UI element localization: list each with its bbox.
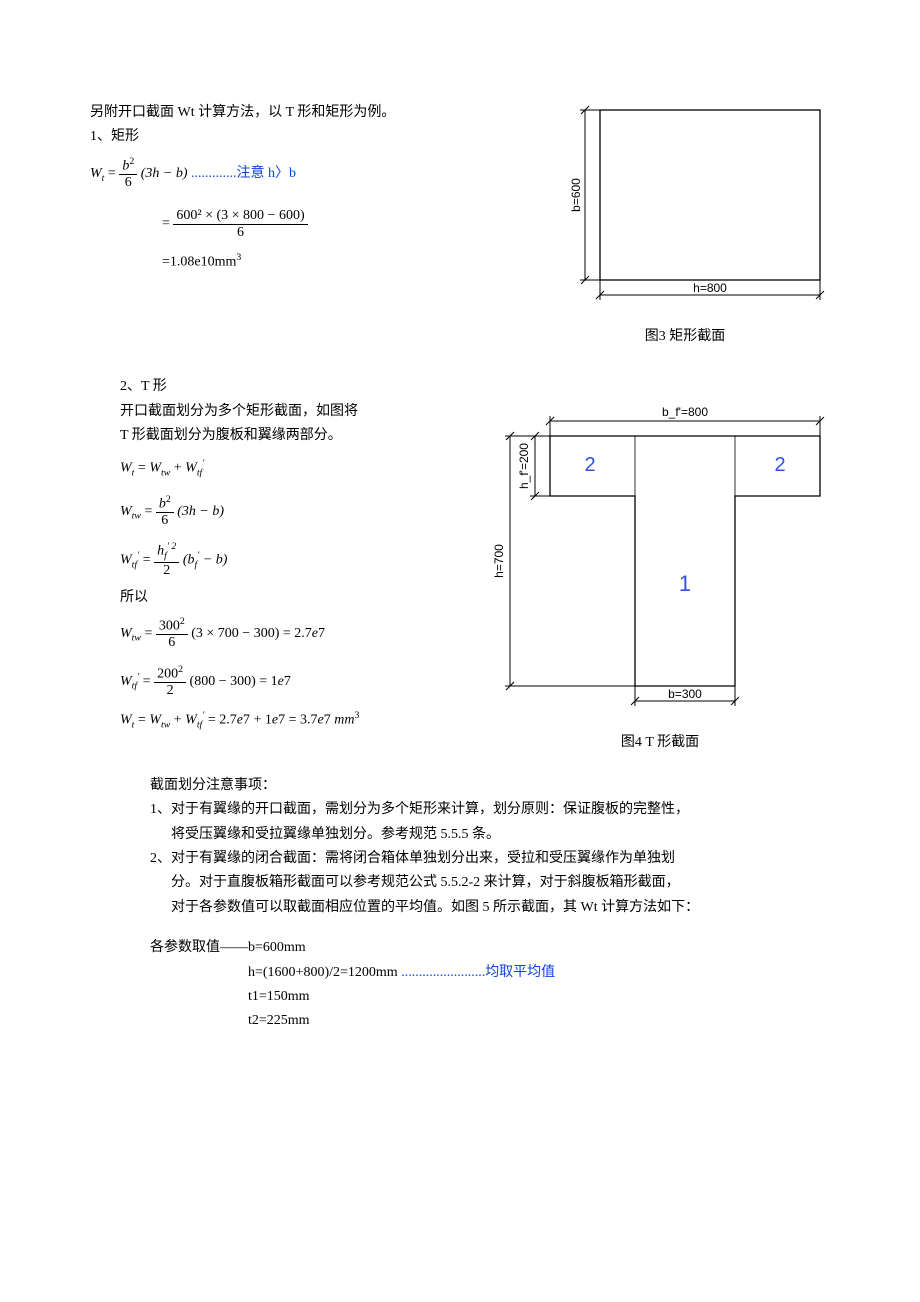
- notes-n2c: 对于各参数值可以取截面相应位置的平均值。如图 5 所示截面，其 Wt 计算方法如…: [150, 897, 830, 919]
- params-h-dots: ........................: [401, 965, 485, 980]
- sec2-soyi: 所以: [120, 587, 490, 609]
- sec2-eqA: Wt = Wtw + Wtf': [120, 456, 490, 481]
- sec2-line1: 开口截面划分为多个矩形截面，如图将: [120, 401, 490, 423]
- eq3-text: =1.08e10mm: [162, 255, 236, 270]
- fig4-h-label: h=700: [492, 544, 506, 578]
- notes-block: 截面划分注意事项： 1、对于有翼缘的开口截面，需划分为多个矩形来计算，划分原则：…: [90, 775, 830, 919]
- eq1-W: W: [90, 166, 102, 181]
- section-1-row: 另附开口截面 Wt 计算方法，以 T 形和矩形为例。 1、矩形 Wt = b2 …: [90, 100, 830, 348]
- fig3-caption: 图3 矩形截面: [540, 326, 830, 348]
- sec2-eqE: Wtf' = 20022 (800 − 300) = 1e7: [120, 665, 490, 698]
- eq1-note-dots: .............: [191, 166, 237, 181]
- eq2-den: 6: [234, 225, 247, 240]
- section-2-row: 2、T 形 开口截面划分为多个矩形截面，如图将 T 形截面划分为腹板和翼缘两部分…: [90, 374, 830, 754]
- section-1-text: 另附开口截面 Wt 计算方法，以 T 形和矩形为例。 1、矩形 Wt = b2 …: [90, 100, 540, 282]
- params-h-note: ........................均取平均值: [401, 965, 555, 980]
- params-h-note-text: 均取平均值: [485, 965, 555, 980]
- eq2-equals: =: [162, 216, 173, 231]
- fig4-bf-label: b_f'=800: [662, 405, 708, 419]
- notes-n1b: 将受压翼缘和受拉翼缘单独划分。参考规范 5.5.5 条。: [150, 824, 830, 846]
- sec1-eq2: = 600² × (3 × 800 − 600) 6: [162, 208, 540, 240]
- eq2-num: 600² × (3 × 800 − 600): [173, 208, 307, 224]
- eq2-frac: 600² × (3 × 800 − 600) 6: [173, 208, 307, 240]
- notes-n1a: 1、对于有翼缘的开口截面，需划分为多个矩形来计算，划分原则：保证腹板的完整性，: [150, 799, 830, 821]
- fig3-svg: h=800 b=600: [540, 100, 830, 320]
- fig4-num-2a: 2: [584, 454, 595, 476]
- intro-line: 另附开口截面 Wt 计算方法，以 T 形和矩形为例。: [90, 102, 540, 124]
- fig3-container: h=800 b=600 图3 矩形截面: [540, 100, 830, 348]
- eq1-note-text: 注意 h〉b: [237, 166, 297, 181]
- eq1-equals: =: [108, 166, 119, 181]
- sec2-heading: 2、T 形: [120, 376, 490, 398]
- notes-n2a: 2、对于有翼缘的闭合截面：需将闭合箱体单独划分出来，受拉和受压翼缘作为单独划: [150, 848, 830, 870]
- sec2-eqC: Wtf' = hf' 22 (bf' − b): [120, 542, 490, 579]
- sec1-eq1: Wt = b2 6 (3h − b) .............注意 h〉b: [90, 157, 540, 190]
- params-t2: t2=225mm: [150, 1010, 830, 1032]
- eq1-note: .............注意 h〉b: [191, 166, 296, 181]
- notes-title: 截面划分注意事项：: [150, 775, 830, 797]
- fig4-caption: 图4 T 形截面: [490, 732, 830, 754]
- eq1-rest: (3h − b): [141, 166, 188, 181]
- fig4-b-label: b=300: [668, 687, 702, 701]
- eqF-sup: 3: [355, 710, 360, 721]
- fig4-container: 2 2 1 b_f'=800 h_f'=200 h=700: [490, 396, 830, 754]
- eq1-num-sup: 2: [129, 156, 134, 167]
- fig4-num-2b: 2: [774, 454, 785, 476]
- params-block: 各参数取值——b=600mm h=(1600+800)/2=1200mm ...…: [90, 937, 830, 1033]
- params-lead: 各参数取值——b=600mm: [150, 937, 830, 959]
- eq1-den: 6: [122, 175, 135, 190]
- notes-n2b: 分。对于直腹板箱形截面可以参考规范公式 5.5.2-2 来计算，对于斜腹板箱形截…: [150, 872, 830, 894]
- sec2-eqB: Wtw = b26 (3h − b): [120, 495, 490, 528]
- sec2-line2: T 形截面划分为腹板和翼缘两部分。: [120, 425, 490, 447]
- params-h-text: h=(1600+800)/2=1200mm: [248, 965, 398, 980]
- fig4-num-1: 1: [679, 571, 691, 596]
- eq1-sub-t: t: [102, 173, 105, 184]
- fig3-b-label: b=600: [569, 178, 583, 212]
- eqF-unit: mm: [331, 713, 355, 728]
- sec2-eqD: Wtw = 30026 (3 × 700 − 300) = 2.7e7: [120, 617, 490, 650]
- params-t1: t1=150mm: [150, 986, 830, 1008]
- sec1-eq3: =1.08e10mm3: [162, 250, 540, 274]
- fig4-hf-label: h_f'=200: [517, 443, 531, 489]
- fig3-h-label: h=800: [693, 281, 727, 295]
- eq3-sup: 3: [236, 252, 241, 263]
- section-2-text: 2、T 形 开口截面划分为多个矩形截面，如图将 T 形截面划分为腹板和翼缘两部分…: [90, 374, 490, 741]
- eq1-frac: b2 6: [119, 157, 137, 190]
- sec2-eqF: Wt = Wtw + Wtf' = 2.7e7 + 1e7 = 3.7e7 mm…: [120, 708, 490, 733]
- sec1-heading: 1、矩形: [90, 126, 540, 148]
- params-h: h=(1600+800)/2=1200mm ..................…: [150, 962, 830, 984]
- fig4-svg: 2 2 1 b_f'=800 h_f'=200 h=700: [490, 396, 830, 726]
